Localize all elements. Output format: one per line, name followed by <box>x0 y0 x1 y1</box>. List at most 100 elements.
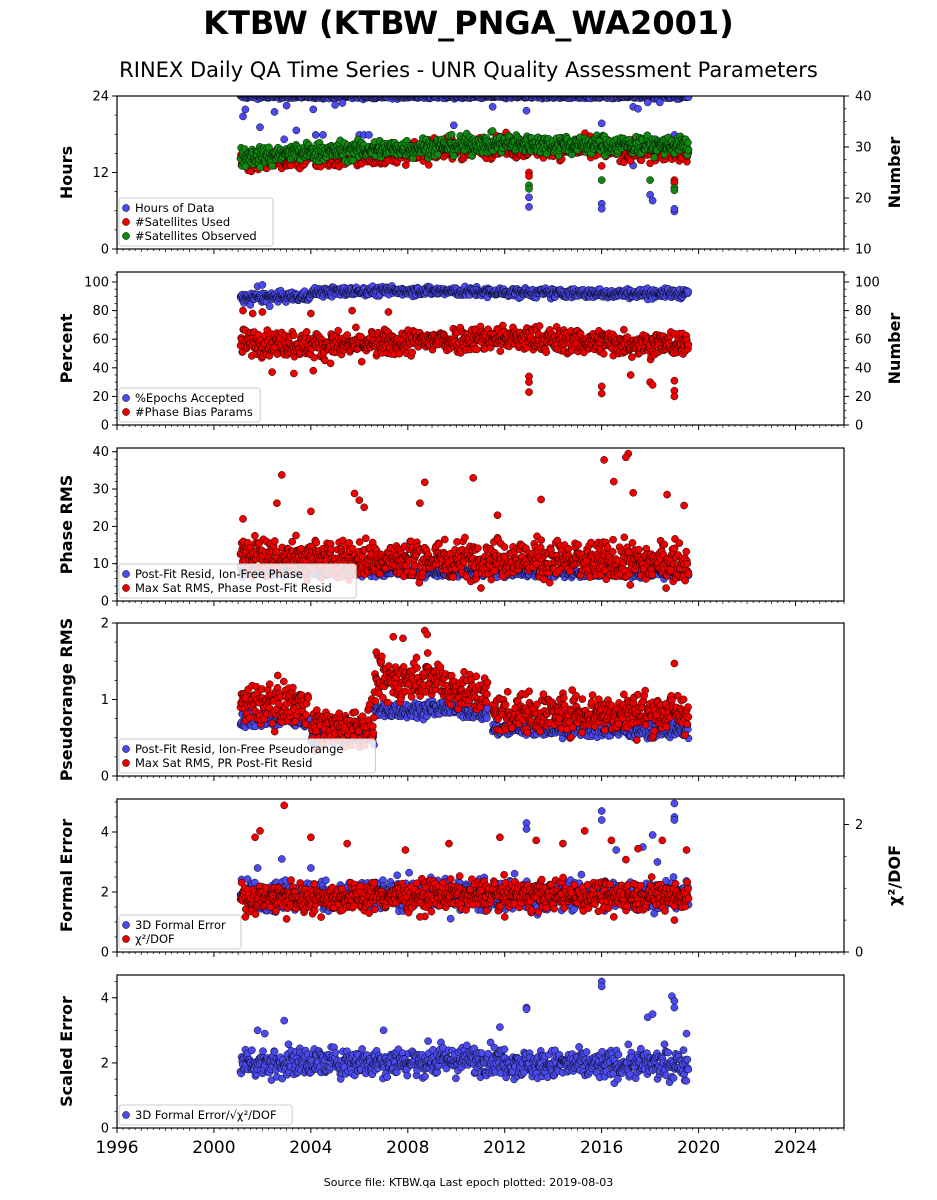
data-point <box>449 152 458 160</box>
outlier-point <box>384 308 393 316</box>
data-point <box>349 156 357 165</box>
outlier-point <box>522 106 531 115</box>
outlier-point <box>646 176 654 184</box>
outlier-point <box>338 99 347 107</box>
outlier-point <box>488 102 497 111</box>
y-tick-label: 12 <box>92 166 109 181</box>
panel-2-points <box>236 281 693 401</box>
y2-axis-label: Number <box>885 137 904 209</box>
data-point <box>684 145 693 154</box>
data-point <box>357 357 366 366</box>
data-point <box>535 322 544 330</box>
y2-tick-label: 30 <box>855 141 872 156</box>
outlier-point <box>290 369 298 378</box>
data-point <box>628 353 636 361</box>
series-1-1 <box>236 96 693 216</box>
outlier-point <box>282 101 291 110</box>
outlier-point <box>258 281 267 289</box>
figure-title: KTBW (KTBW_PNGA_WA2001) <box>203 4 734 42</box>
outlier-point <box>643 98 652 107</box>
legend-marker <box>122 408 130 416</box>
outlier-point <box>626 156 635 165</box>
panel-1-xticks <box>116 249 845 254</box>
outlier-point <box>648 381 657 389</box>
outlier-point <box>525 203 533 211</box>
outlier-point <box>248 309 257 318</box>
outlier-point <box>525 378 533 386</box>
data-point <box>620 325 628 334</box>
data-point <box>334 326 342 335</box>
outlier-point <box>256 163 264 172</box>
outlier-point <box>597 176 606 184</box>
y2-tick-label: 10 <box>855 243 872 258</box>
outlier-point <box>670 204 679 213</box>
y2-tick-label: 80 <box>855 304 872 319</box>
y-tick-label: 60 <box>92 333 109 348</box>
y2-tick-label: 0 <box>855 419 863 434</box>
data-point <box>488 127 497 135</box>
outlier-point <box>307 309 315 318</box>
legend-marker <box>122 218 130 226</box>
y2-tick-label: 60 <box>855 333 872 348</box>
outlier-point <box>670 186 679 195</box>
panel-2-yticks: 0 20 40 60 80 100 <box>84 274 117 434</box>
y-tick-label: 24 <box>92 90 109 105</box>
data-point <box>302 328 311 336</box>
y-tick-label: 0 <box>101 419 109 434</box>
y2-tick-label: 40 <box>855 361 872 376</box>
outlier-point <box>525 193 533 202</box>
outlier-point <box>239 112 247 121</box>
outlier-point <box>270 108 279 116</box>
outlier-point <box>626 371 635 379</box>
outlier-point <box>646 159 654 168</box>
data-point <box>290 331 298 340</box>
outlier-point <box>265 302 274 311</box>
figure-subtitle: RINEX Daily QA Time Series - UNR Quality… <box>119 58 818 82</box>
outlier-point <box>525 388 533 396</box>
outlier-point <box>597 204 606 213</box>
legend-label: #Satellites Used <box>135 215 230 229</box>
panel-2-xticks <box>116 425 845 430</box>
data-point <box>424 161 433 169</box>
legend-marker <box>122 394 130 402</box>
series-2-2 <box>236 306 693 401</box>
outlier-point <box>311 131 320 139</box>
y2-tick-label: 20 <box>855 192 872 207</box>
outlier-point <box>280 135 289 144</box>
y-tick-label: 40 <box>92 361 109 376</box>
data-point <box>684 287 693 296</box>
panel-2-legend: %Epochs Accepted#Phase Bias Params <box>118 387 261 423</box>
outlier-point <box>268 162 276 170</box>
data-point <box>599 349 608 358</box>
outlier-point <box>256 123 264 132</box>
outlier-point <box>670 392 679 401</box>
panel-1-legend: Hours of Data#Satellites Used#Satellites… <box>118 197 274 247</box>
y-tick-label: 80 <box>92 304 109 319</box>
legend-marker <box>122 204 130 212</box>
outlier-point <box>246 301 255 309</box>
outlier-point <box>670 376 679 385</box>
outlier-point <box>258 308 267 316</box>
outlier-point <box>241 105 250 114</box>
panel-1-points <box>236 96 693 216</box>
data-point <box>433 150 442 159</box>
legend-marker <box>122 232 130 240</box>
legend-label: Hours of Data <box>135 201 215 215</box>
outlier-point <box>655 98 664 107</box>
y-tick-label: 100 <box>84 276 109 291</box>
outlier-point <box>268 368 276 376</box>
outlier-point <box>597 389 606 398</box>
outlier-point <box>241 162 250 171</box>
data-point <box>684 138 692 147</box>
outlier-point <box>597 162 606 170</box>
outlier-point <box>449 121 458 130</box>
data-point <box>650 153 659 162</box>
y-axis-label: Hours <box>57 146 76 199</box>
outlier-point <box>597 119 606 128</box>
panel-2: 020406080100Percent020406080100Number%Ep… <box>57 271 904 434</box>
y-tick-label: 20 <box>92 390 109 405</box>
